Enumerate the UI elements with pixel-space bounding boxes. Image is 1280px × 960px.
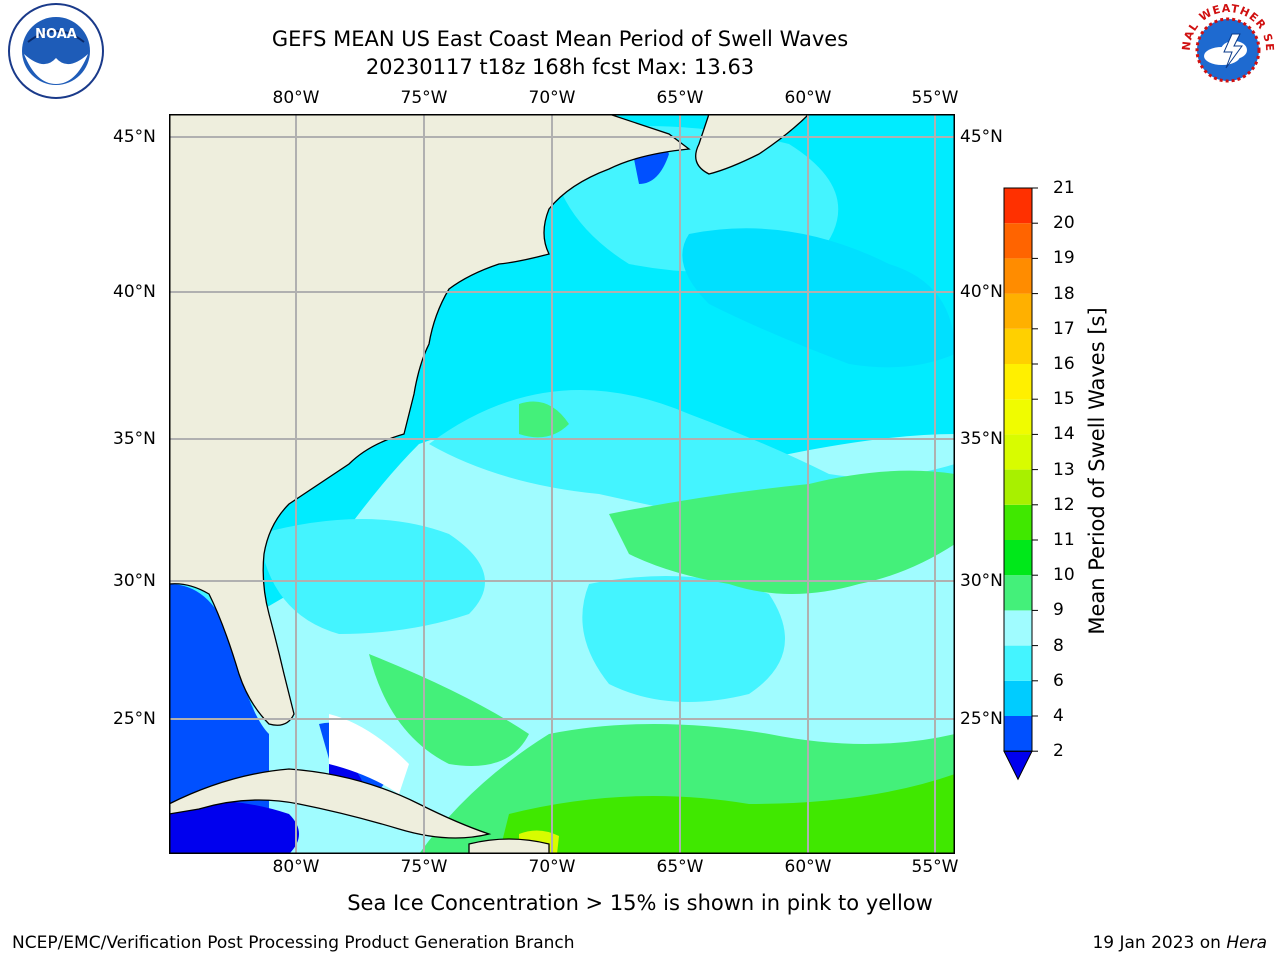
swell-period-map (168, 113, 955, 858)
credit-line: NCEP/EMC/Verification Post Processing Pr… (12, 933, 575, 953)
colorbar-segment (1004, 716, 1032, 752)
contour-9-10 (519, 401, 569, 438)
colorbar-tick-label: 4 (1053, 706, 1064, 726)
colorbar-segment (1004, 610, 1032, 646)
nws-logo: NATIONAL WEATHER SERVICE (1175, 0, 1276, 102)
lon-label-top: 80°W (272, 88, 320, 108)
colorbar-segment (1004, 258, 1032, 294)
colorbar-tick-label: 16 (1053, 354, 1075, 374)
contour-under-2 (169, 800, 299, 854)
colorbar-tick-label: 15 (1053, 389, 1075, 410)
colorbar-tick-label: 9 (1053, 600, 1064, 621)
date-line: 19 Jan 2023 on Hera (1092, 933, 1267, 953)
graticule (169, 114, 955, 854)
land-cuba (168, 768, 492, 839)
lat-label-left: 35°N (113, 429, 156, 449)
contour-9-10 (369, 654, 529, 766)
colorbar-segment (1004, 680, 1032, 716)
machine-name: Hera (1226, 933, 1267, 953)
lon-label-bottom: 65°W (656, 857, 704, 877)
colorbar-segment (1004, 434, 1032, 470)
colorbar-tick-label: 19 (1053, 248, 1075, 269)
lat-label-right: 25°N (960, 709, 1003, 729)
lon-label-bottom: 80°W (272, 857, 320, 877)
colorbar-segment (1004, 223, 1032, 259)
lon-label-bottom: 75°W (400, 857, 448, 877)
colorbar-segment (1004, 645, 1032, 681)
lon-label-bottom: 55°W (911, 857, 959, 877)
colorbar-tick-label: 11 (1053, 530, 1075, 550)
noaa-logo: NOAA (4, 2, 108, 104)
lat-label-right: 40°N (960, 282, 1003, 302)
colorbar-tick-label: 10 (1053, 565, 1075, 586)
lon-label-top: 70°W (528, 88, 576, 108)
lat-label-right: 35°N (960, 429, 1003, 449)
lon-label-bottom: 60°W (784, 857, 832, 877)
lat-label-right: 45°N (960, 127, 1003, 147)
lat-label-right: 30°N (960, 571, 1003, 591)
colorbar (1000, 186, 1050, 790)
colorbar-tick-label: 12 (1053, 494, 1075, 515)
colorbar-tick-label: 6 (1053, 670, 1064, 691)
lat-label-left: 40°N (113, 282, 156, 302)
colorbar-segment (1004, 504, 1032, 540)
colorbar-tick-label: 13 (1053, 459, 1075, 480)
colorbar-segment (1004, 293, 1032, 329)
contour-4-6 (682, 228, 955, 368)
contour-9-10 (609, 470, 955, 594)
land-hispaniola (468, 838, 550, 855)
lon-label-top: 60°W (784, 88, 832, 108)
colorbar-tick-label: 18 (1053, 283, 1075, 304)
map-frame (169, 114, 955, 854)
colorbar-tick-label: 21 (1053, 178, 1075, 198)
lon-label-top: 65°W (656, 88, 704, 108)
colorbar-tick-label: 8 (1053, 635, 1064, 656)
colorbar-segment (1004, 540, 1032, 576)
colorbar-segment (1004, 575, 1032, 611)
lat-label-left: 30°N (113, 571, 156, 591)
lat-label-left: 25°N (113, 709, 156, 729)
lat-label-left: 45°N (113, 127, 156, 147)
lon-label-top: 75°W (400, 88, 448, 108)
colorbar-segment (1004, 328, 1032, 364)
chart-title: GEFS MEAN US East Coast Mean Period of S… (271, 27, 849, 51)
chart-subtitle: 20230117 t18z 168h fcst Max: 13.63 (365, 55, 755, 79)
date-text: 19 Jan 2023 on (1092, 933, 1227, 953)
colorbar-segment (1004, 364, 1032, 400)
colorbar-label: Mean Period of Swell Waves [s] (1085, 307, 1109, 635)
contour-10-12 (499, 774, 955, 854)
land-nova-scotia (695, 113, 811, 175)
colorbar-tick-label: 17 (1053, 318, 1075, 339)
noaa-logo-text: NOAA (35, 27, 77, 42)
contour-6-8 (259, 519, 485, 634)
colorbar-tick-label: 14 (1053, 424, 1075, 445)
no-data-area (329, 714, 409, 794)
colorbar-tick-label: 20 (1053, 213, 1075, 234)
colorbar-under-arrow (1003, 750, 1033, 781)
sea-ice-note: Sea Ice Concentration > 15% is shown in … (347, 891, 933, 915)
colorbar-segment (1004, 188, 1032, 224)
colorbar-segment (1004, 469, 1032, 505)
colorbar-segment (1004, 399, 1032, 435)
lon-label-top: 55°W (911, 88, 959, 108)
colorbar-tick-label: 2 (1053, 741, 1064, 762)
contour-6-8 (582, 576, 785, 702)
lon-label-bottom: 70°W (528, 857, 576, 877)
